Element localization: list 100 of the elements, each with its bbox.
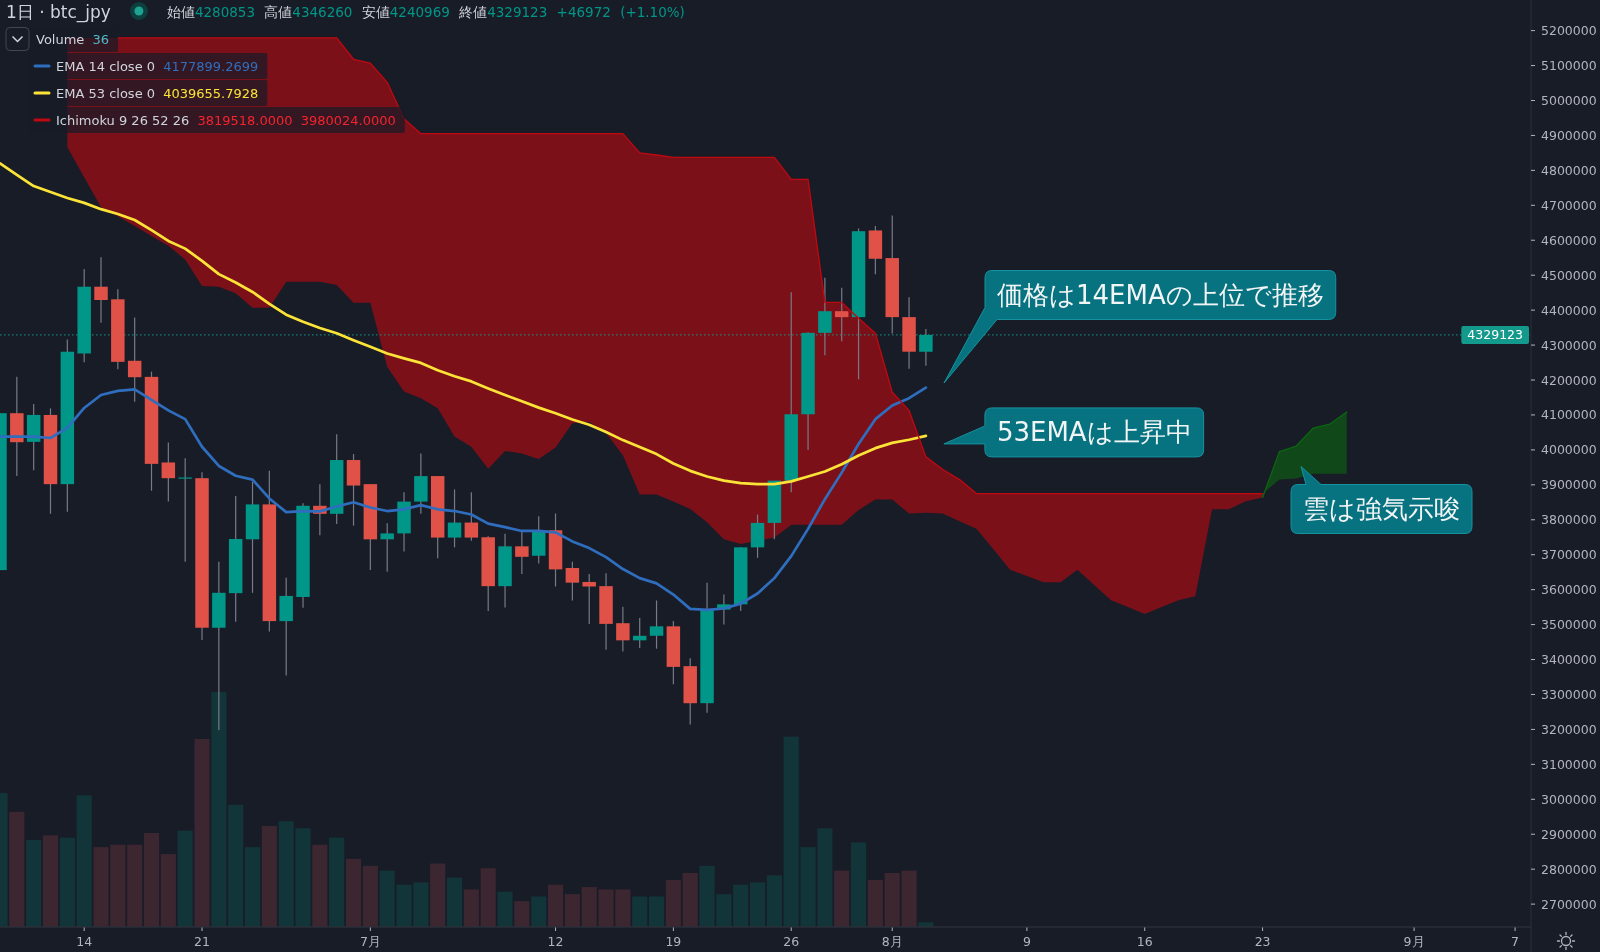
y-tick-label: 4900000 — [1541, 127, 1597, 143]
y-tick-label: 3700000 — [1541, 547, 1597, 563]
y-tick-label: 5100000 — [1541, 58, 1597, 74]
bar — [632, 896, 648, 927]
y-tick-label: 3800000 — [1541, 512, 1597, 528]
candlestick — [515, 530, 529, 575]
annotation: 53EMAは上昇中 — [996, 417, 1192, 448]
legend-label: EMA 53 close 0 4039655.7928 — [56, 85, 259, 101]
bar — [177, 830, 193, 927]
candlestick — [834, 287, 849, 342]
bar — [430, 863, 446, 927]
candlestick — [565, 561, 580, 602]
y-tick-label: 4800000 — [1541, 162, 1597, 178]
x-tick-label: 12 — [547, 933, 564, 949]
candlestick — [464, 491, 479, 542]
candlestick — [380, 522, 394, 573]
x-tick-label: 16 — [1136, 933, 1153, 949]
bar — [766, 875, 782, 927]
text: Volume 36 — [36, 31, 110, 47]
y-tick-label: 4400000 — [1541, 302, 1597, 318]
candlestick — [818, 277, 832, 356]
line-series — [0, 162, 928, 486]
y-tick-label: 3400000 — [1541, 652, 1597, 668]
bar — [261, 825, 277, 927]
y-tick-label: 3000000 — [1541, 791, 1597, 807]
y-tick-label: 4500000 — [1541, 267, 1597, 283]
y-tick-label: 4300000 — [1541, 337, 1597, 353]
legend-label: Ichimoku 9 26 52 26 3819518.0000 3980024.0000 — [56, 112, 396, 128]
y-tick-label: 3300000 — [1541, 686, 1597, 702]
annotation: 価格は14EMAの上位で推移 — [997, 280, 1324, 310]
bar — [733, 884, 749, 927]
bar — [194, 739, 210, 927]
bar — [834, 870, 850, 927]
bar — [850, 842, 867, 927]
x-tick-label: 7月 — [359, 933, 381, 949]
bar — [228, 804, 244, 927]
y-tick-label: 3900000 — [1541, 477, 1597, 493]
x-tick-label: 23 — [1254, 933, 1271, 949]
candlestick — [94, 256, 108, 324]
bar — [749, 882, 766, 927]
text: 始値4280853 高値4346260 安値4240969 終値4329123 +46972 (+1.10%) — [166, 4, 685, 20]
legend-label: EMA 14 close 0 4177899.2699 — [56, 58, 259, 74]
bar — [211, 692, 227, 927]
y-tick-label: 4000000 — [1541, 442, 1597, 458]
candlestick — [616, 606, 630, 653]
x-tick-label: 19 — [665, 933, 682, 949]
bar — [514, 901, 530, 927]
y-tick-label: 4200000 — [1541, 372, 1597, 388]
candlestick — [178, 457, 192, 563]
x-tick-label: 8月 — [881, 933, 903, 949]
bar — [648, 896, 665, 927]
y-tick-label: 4700000 — [1541, 197, 1597, 213]
x-tick-label: 9月 — [1403, 933, 1425, 949]
bar — [143, 833, 160, 927]
bar — [480, 868, 496, 927]
bar — [665, 880, 681, 927]
y-tick-label: 2700000 — [1541, 896, 1597, 912]
x-tick-label: 26 — [783, 933, 800, 949]
bar — [76, 795, 92, 927]
bar — [682, 872, 698, 927]
bar — [867, 880, 883, 927]
candlestick — [919, 328, 933, 367]
bar — [564, 894, 580, 927]
bar — [531, 896, 547, 927]
bar — [26, 840, 42, 927]
y-tick-label: 2800000 — [1541, 861, 1597, 877]
line-series — [0, 386, 928, 612]
candlestick — [582, 573, 596, 625]
bar — [446, 877, 463, 927]
candlestick — [127, 316, 142, 403]
x-tick-label: 9 — [1022, 933, 1031, 949]
y-tick-label: 3500000 — [1541, 617, 1597, 633]
candlestick — [447, 488, 462, 548]
chart-title: 1日 · btc_jpy — [6, 2, 111, 23]
bar — [127, 844, 143, 927]
bar — [329, 837, 345, 927]
bar — [312, 844, 328, 927]
y-tick-label: 2900000 — [1541, 826, 1597, 842]
bar — [345, 858, 362, 927]
y-tick-label: 4100000 — [1541, 407, 1597, 423]
y-tick-label: 3600000 — [1541, 582, 1597, 598]
y-tick-label: 3200000 — [1541, 721, 1597, 737]
candlestick — [161, 441, 176, 503]
x-tick-label: 21 — [194, 933, 210, 949]
annotation: 雲は強気示唆 — [1303, 494, 1460, 524]
bar — [244, 847, 261, 927]
y-tick-label: 5200000 — [1541, 23, 1597, 39]
y-tick-label: 5000000 — [1541, 92, 1597, 108]
bar — [463, 889, 479, 927]
candlestick — [649, 599, 664, 650]
x-tick-label: 7 — [1511, 933, 1520, 949]
bar — [42, 835, 59, 927]
y-tick-label: 4600000 — [1541, 232, 1597, 248]
bar — [362, 865, 378, 927]
bar — [160, 854, 176, 927]
x-tick-label: 14 — [76, 933, 93, 949]
bar — [497, 891, 513, 927]
ref-line-label: 4329123 — [1467, 327, 1523, 343]
bar — [59, 837, 75, 927]
bar — [547, 884, 564, 927]
